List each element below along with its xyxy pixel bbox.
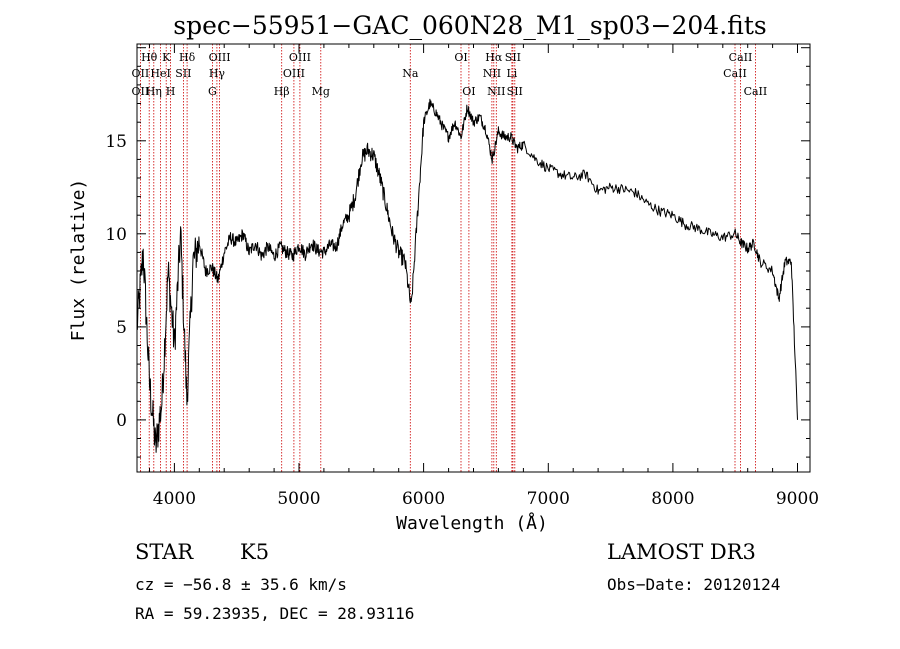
line-label: OIII bbox=[209, 51, 231, 64]
line-label: Hθ bbox=[141, 51, 158, 64]
x-axis-label: Wavelength (Å) bbox=[396, 512, 548, 534]
x-tick-label: 5000 bbox=[277, 489, 320, 509]
line-label: Hδ bbox=[179, 51, 196, 64]
line-label: Mg bbox=[312, 85, 330, 98]
observation-date: Obs−Date: 20120124 bbox=[607, 575, 781, 594]
line-label: CaII bbox=[723, 67, 747, 80]
line-label: OI bbox=[462, 85, 475, 98]
line-label: Li bbox=[506, 67, 517, 80]
line-label: Hγ bbox=[209, 67, 226, 80]
chart-title: spec−55951−GAC_060N28_M1_sp03−204.fits bbox=[173, 11, 766, 40]
coordinates: RA = 59.23935, DEC = 28.93116 bbox=[135, 604, 415, 623]
line-label: SII bbox=[175, 67, 191, 80]
spectrum-line bbox=[136, 98, 798, 453]
line-markers bbox=[139, 44, 756, 472]
object-class: STAR bbox=[135, 540, 194, 564]
line-label: OI bbox=[454, 51, 467, 64]
line-label: HeI bbox=[150, 67, 170, 80]
line-label: CaII bbox=[729, 51, 753, 64]
line-label: SII bbox=[505, 51, 521, 64]
line-label: NII bbox=[487, 85, 505, 98]
line-label: Hα bbox=[485, 51, 503, 64]
redshift-cz: cz = −56.8 ± 35.6 km/s bbox=[135, 575, 347, 594]
spectrum-series bbox=[136, 98, 798, 453]
plot-frame bbox=[136, 43, 811, 473]
line-labels: Hθ OII OII K HeI Hη Hδ SII H OIII Hγ G OIII OIII Hβ Mg N… bbox=[132, 51, 768, 98]
x-tick-label: 8000 bbox=[651, 489, 694, 509]
line-label: K bbox=[162, 51, 171, 64]
y-axis-label: Flux (relative) bbox=[68, 179, 89, 342]
line-label: OIII bbox=[283, 67, 305, 80]
line-label: OII bbox=[132, 67, 150, 80]
x-tick-label: 6000 bbox=[402, 489, 445, 509]
line-label: Hβ bbox=[274, 85, 290, 98]
line-label: G bbox=[208, 85, 217, 98]
x-tick-label: 9000 bbox=[776, 489, 819, 509]
line-label: H bbox=[166, 85, 176, 98]
axis-ticks: 4000 5000 6000 7000 8000 9000 0 5 10 15 bbox=[105, 44, 819, 509]
line-label: Na bbox=[402, 67, 419, 80]
line-label: CaII bbox=[744, 85, 768, 98]
y-tick-label: 5 bbox=[116, 318, 127, 338]
x-tick-label: 7000 bbox=[527, 489, 570, 509]
object-subclass: K5 bbox=[240, 540, 270, 564]
y-tick-label: 10 bbox=[105, 225, 127, 245]
survey-name: LAMOST DR3 bbox=[607, 540, 756, 564]
y-tick-label: 15 bbox=[105, 132, 127, 152]
line-label: OII bbox=[132, 85, 150, 98]
y-tick-label: 0 bbox=[116, 411, 127, 431]
line-label: Hη bbox=[146, 85, 162, 98]
line-label: SII bbox=[507, 85, 523, 98]
x-tick-label: 4000 bbox=[153, 489, 196, 509]
line-label: OIII bbox=[289, 51, 311, 64]
line-label: NII bbox=[483, 67, 501, 80]
